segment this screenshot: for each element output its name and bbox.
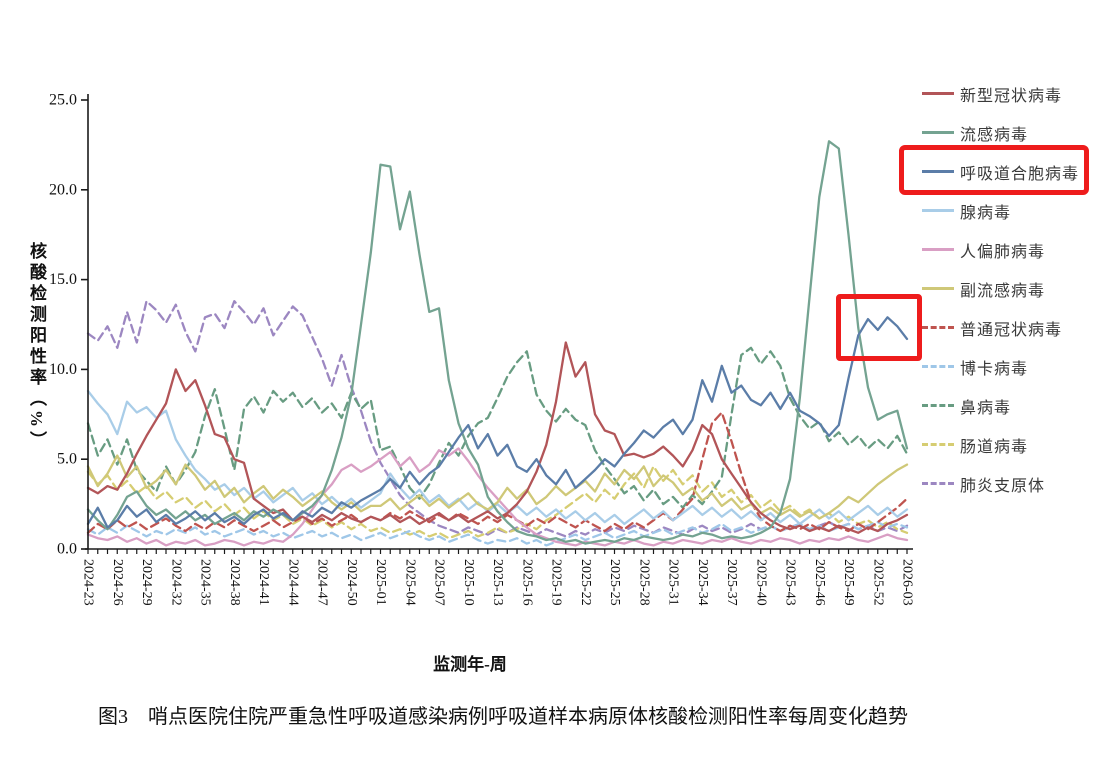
legend-label: 副流感病毒 — [960, 282, 1046, 300]
x-tick-label: 2025-04 — [402, 559, 417, 606]
x-tick-label: 2024-50 — [344, 559, 359, 606]
tick-labels: 0.0 5.0 10.0 15.0 20.0 25.0 2024-23 2024-26 2024… — [49, 92, 915, 606]
legend: 新型冠状病毒 流感病毒呼吸道合胞病毒 腺病毒人偏肺病毒副流感病毒普通冠状病毒 博卡病毒… — [922, 74, 1079, 503]
x-tick-label: 2025-19 — [549, 559, 564, 606]
legend-swatch — [922, 326, 954, 329]
y-tick-label: 20.0 — [49, 181, 77, 198]
series-lines — [86, 140, 909, 547]
legend-item-人偏肺病毒: 人偏肺病毒 — [922, 230, 1079, 269]
highlight-box-legend-rsv — [899, 145, 1089, 195]
legend-label: 腺病毒 — [960, 204, 1012, 222]
x-tick-label: 2025-25 — [607, 559, 622, 606]
legend-label: 新型冠状病毒 — [960, 87, 1063, 105]
legend-label: 普通冠状病毒 — [960, 321, 1063, 339]
x-tick-label: 2024-41 — [256, 559, 271, 606]
legend-item-新型冠状病毒: 新型冠状病毒 — [922, 74, 1079, 113]
legend-swatch — [922, 248, 954, 251]
series-line-鼻病毒 — [86, 346, 909, 509]
x-tick-label: 2025-07 — [432, 559, 447, 606]
legend-item-腺病毒: 腺病毒 — [922, 191, 1079, 230]
legend-label: 肠道病毒 — [960, 438, 1029, 456]
legend-swatch — [922, 287, 954, 290]
x-tick-label: 2025-37 — [724, 559, 739, 606]
series-line-腺病毒 — [86, 389, 909, 526]
x-tick-label: 2025-43 — [783, 559, 798, 606]
series-line-肠道病毒 — [86, 465, 909, 540]
x-tick-label: 2024-29 — [139, 559, 154, 606]
y-tick-label: 10.0 — [49, 361, 77, 378]
series-line-副流感病毒 — [86, 454, 909, 520]
legend-swatch — [922, 404, 954, 407]
legend-swatch — [922, 131, 954, 134]
legend-item-鼻病毒: 鼻病毒 — [922, 386, 1079, 425]
x-tick-label: 2025-40 — [753, 559, 768, 606]
series-line-呼吸道合胞病毒 — [86, 316, 909, 529]
x-tick-label: 2025-31 — [666, 559, 681, 606]
x-tick-label: 2025-10 — [461, 559, 476, 606]
figure-caption: 图3 哨点医院住院严重急性呼吸道感染病例呼吸道样本病原体核酸检测阳性率每周变化趋… — [98, 706, 908, 728]
x-tick-label: 2025-49 — [841, 559, 856, 606]
x-tick-label: 2024-47 — [315, 559, 330, 606]
legend-swatch — [922, 209, 954, 212]
y-tick-label: 5.0 — [57, 451, 77, 468]
series-line-人偏肺病毒 — [86, 447, 909, 547]
x-tick-label: 2024-23 — [81, 559, 96, 606]
legend-item-流感病毒: 流感病毒 — [922, 113, 1079, 152]
legend-label: 人偏肺病毒 — [960, 243, 1046, 261]
x-tick-label: 2024-26 — [110, 559, 125, 606]
legend-swatch — [922, 365, 954, 368]
legend-label: 博卡病毒 — [960, 360, 1029, 378]
legend-swatch — [922, 92, 954, 95]
x-tick-label: 2024-32 — [168, 559, 183, 606]
axes — [81, 94, 913, 554]
x-tick-label: 2024-44 — [285, 559, 300, 606]
series-line-新型冠状病毒 — [86, 341, 909, 534]
x-tick-label: 2024-35 — [198, 559, 213, 606]
legend-swatch — [922, 482, 954, 485]
y-tick-label: 25.0 — [49, 92, 77, 109]
x-tick-label: 2025-34 — [695, 559, 710, 606]
x-tick-label: 2025-16 — [519, 559, 534, 606]
series-line-流感病毒 — [86, 140, 909, 545]
x-tick-label: 2025-28 — [636, 559, 651, 606]
legend-label: 流感病毒 — [960, 126, 1029, 144]
y-axis-title: 核酸检测阳性率（%） — [27, 242, 46, 452]
legend-item-副流感病毒: 副流感病毒 — [922, 269, 1079, 308]
x-tick-label: 2026-03 — [900, 559, 915, 606]
legend-label: 肺炎支原体 — [960, 477, 1046, 495]
x-tick-label: 2025-13 — [490, 559, 505, 606]
x-tick-label: 2025-46 — [812, 559, 827, 606]
legend-item-普通冠状病毒: 普通冠状病毒 — [922, 308, 1079, 347]
highlight-box-rsv-peak — [836, 294, 922, 361]
legend-label: 鼻病毒 — [960, 399, 1012, 417]
x-tick-label: 2025-01 — [373, 559, 388, 606]
x-tick-label: 2024-38 — [227, 559, 242, 606]
legend-swatch — [922, 170, 954, 173]
legend-item-肺炎支原体: 肺炎支原体 — [922, 464, 1079, 503]
legend-item-呼吸道合胞病毒: 呼吸道合胞病毒 — [922, 152, 1079, 191]
legend-label: 呼吸道合胞病毒 — [960, 165, 1080, 183]
y-tick-label: 0.0 — [57, 541, 77, 558]
x-axis-title: 监测年-周 — [433, 655, 507, 674]
x-tick-label: 2025-52 — [870, 559, 885, 606]
y-tick-label: 15.0 — [49, 271, 77, 288]
legend-item-博卡病毒: 博卡病毒 — [922, 347, 1079, 386]
legend-item-肠道病毒: 肠道病毒 — [922, 425, 1079, 464]
x-tick-label: 2025-22 — [578, 559, 593, 606]
legend-swatch — [922, 443, 954, 446]
